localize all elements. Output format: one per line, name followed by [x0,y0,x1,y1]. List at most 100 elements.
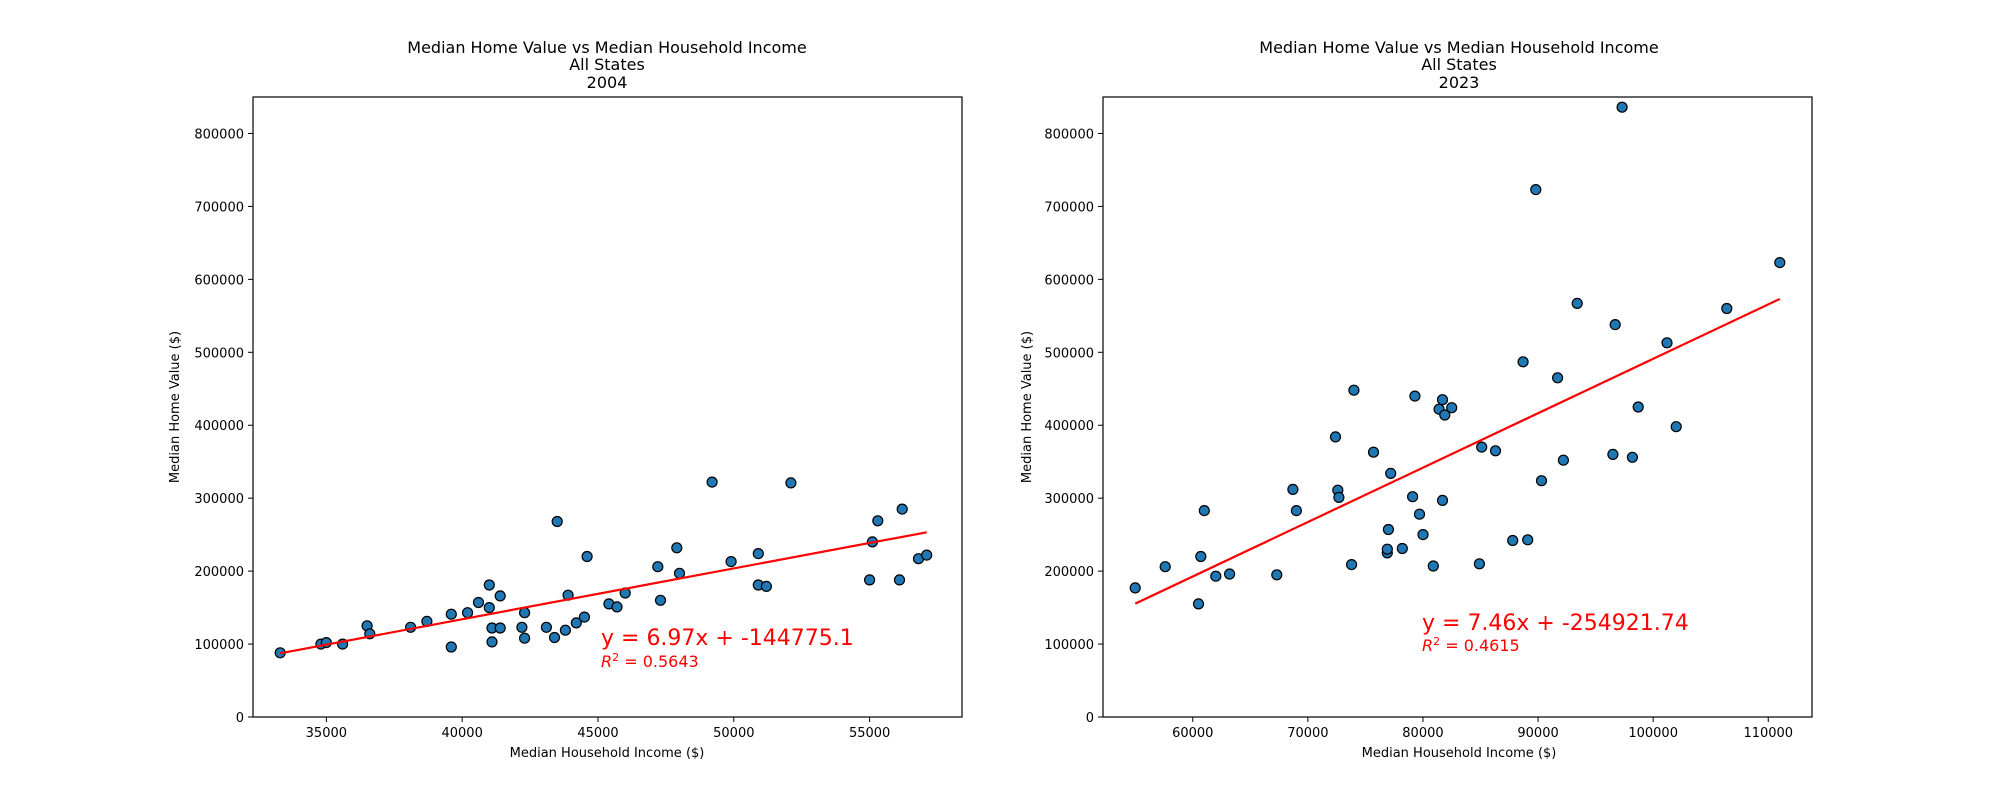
chart-panel-2004: Median Home Value vs Median Household In… [168,38,963,761]
data-point [559,624,572,636]
data-point [1616,101,1628,113]
data-point [1489,445,1502,457]
data-point [1626,451,1639,463]
data-point [1406,491,1419,503]
data-point [548,631,561,644]
data-point [1385,467,1397,479]
data-point [1367,446,1380,458]
chart-title-line-2: All States [569,55,645,74]
r-squared-annotation: R2 = 0.4615 [1422,635,1520,656]
data-point [1670,421,1682,433]
y-tick-label: 100000 [1044,638,1094,653]
data-point [1774,257,1786,269]
data-point [472,596,485,609]
data-point [1607,448,1619,460]
data-point [1721,302,1733,315]
data-point [581,550,593,563]
data-point [654,594,667,606]
plot-frame [252,96,963,718]
data-point [445,608,457,620]
y-tick-label: 700000 [194,200,244,215]
y-tick-label: 700000 [1044,200,1094,215]
data-point [1661,337,1673,349]
x-tick-label: 35000 [306,726,347,741]
data-point [1427,560,1439,572]
data-point [1348,384,1360,396]
chart-title-line-3: 2023 [1439,73,1480,92]
x-axis-ticks: 60000 70000 80000 90000 100000 110000 [1172,717,1793,741]
data-point [1409,390,1421,402]
plot-frame [1102,96,1813,718]
data-point [1129,582,1141,594]
x-axis-ticks: 35000 40000 45000 50000 55000 [306,717,890,741]
r-squared-value: = 0.4615 [1440,636,1520,655]
y-tick-label: 200000 [1044,565,1094,580]
x-tick-label: 110000 [1743,726,1793,741]
data-point [518,632,531,644]
data-point [516,621,528,633]
data-point [1396,542,1408,555]
data-point [863,574,876,586]
data-point [486,636,498,648]
data-point [1507,534,1519,547]
regression-line [1134,297,1781,605]
data-point [1287,483,1299,495]
chart-title-line-2: All States [1421,55,1497,74]
y-tick-label: 600000 [194,273,244,288]
x-axis-label: Median Household Income ($) [510,746,705,761]
x-tick-label: 50000 [713,726,754,741]
data-point [483,601,495,614]
data-point [921,549,933,561]
r-squared-annotation: R2 = 0.5643 [601,651,699,672]
data-point [1535,475,1548,487]
data-point [1476,441,1488,453]
y-tick-label: 400000 [194,419,244,434]
x-tick-label: 45000 [577,726,618,741]
y-tick-label: 500000 [1044,346,1094,361]
y-tick-label: 600000 [1044,273,1094,288]
data-point [483,579,495,591]
data-point [1223,568,1236,580]
data-point [1159,561,1171,573]
data-point [1333,491,1345,503]
y-axis-ticks: 0 100000 200000 300000 400000 500000 600000 700… [1044,127,1103,726]
chart-title-line-1: Median Home Value vs Median Household In… [1259,38,1658,57]
regression-equation: y = 6.97x + -144775.1 [601,626,854,651]
data-point [611,601,623,613]
data-point [1198,505,1210,517]
data-point [725,555,737,568]
x-tick-label: 70000 [1287,726,1328,741]
data-point [1381,543,1393,555]
data-point [1530,184,1542,196]
x-tick-label: 90000 [1517,726,1558,741]
data-point [1329,431,1342,443]
y-tick-label: 400000 [1044,419,1094,434]
data-point [1632,401,1644,413]
data-point [578,611,591,623]
x-tick-label: 40000 [441,726,482,741]
y-tick-label: 800000 [1044,127,1094,142]
y-tick-label: 300000 [194,492,244,507]
x-tick-label: 80000 [1402,726,1443,741]
y-axis-ticks: 0 100000 200000 300000 400000 500000 600000 700… [194,127,253,726]
data-point [1436,494,1449,506]
scatter-points [274,476,933,659]
data-point [1571,297,1583,309]
data-point [551,515,563,528]
r-squared-value: = 0.5643 [619,652,699,671]
data-point [706,476,718,488]
y-tick-label: 100000 [194,638,244,653]
data-point [1557,454,1570,466]
data-point [1439,409,1451,421]
data-point [652,561,664,573]
data-point [445,641,457,653]
y-tick-label: 0 [236,711,244,726]
x-tick-label: 100000 [1628,726,1678,741]
data-point [1436,394,1449,406]
x-axis-label: Median Household Income ($) [1362,746,1557,761]
data-point [494,622,506,634]
data-point [785,477,797,489]
data-point [1195,550,1207,563]
data-point [893,574,906,586]
